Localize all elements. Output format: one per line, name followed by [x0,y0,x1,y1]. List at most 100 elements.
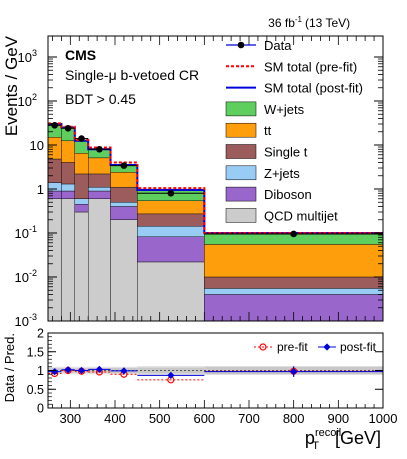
legend: Data SM total (pre-fit) SM total (post-fit… [225,38,363,223]
data-point-6 [290,230,297,238]
bar-diboson-bin-2 [74,204,89,213]
ratio-y-tick-label-3: 1.5 [27,345,44,359]
bar-diboson-bin-0 [48,190,62,199]
data-point-0 [51,122,58,129]
cut-label: BDT > 0.45 [65,91,136,107]
legend-swatch-ttbar [225,122,257,138]
data-point-4 [120,162,128,169]
ratio-legend-postfit-marker [323,343,331,351]
bar-singlet-bin-2 [74,173,89,199]
bar-zjets-bin-5 [137,226,205,237]
ratio-postfit-band-5 [137,367,205,374]
bar-singlet-bin-5 [137,213,205,227]
main-plot-frame [47,35,384,322]
bar-ttbar-bin-4 [110,172,138,188]
main-y-tick-label-6: 103 [18,48,37,65]
bar-qcd-bin-4 [110,219,138,321]
legend-swatch-qcd [225,208,257,223]
ratio-postfit-point-5 [167,371,175,379]
legend-swatch-zjets [225,165,257,181]
main-y-axis-title: Events / GeV [2,35,21,136]
ratio-legend-postfit-label: post-fit [340,340,377,354]
bar-zjets-bin-0 [48,182,62,192]
bar-zjets-bin-2 [74,198,89,205]
ratio-postfit-point-1 [64,366,72,374]
legend-label-wjets: W+jets [264,102,305,117]
bar-zjets-bin-3 [87,186,111,192]
data-point-1 [64,124,72,132]
ratio-x-tick-label-7: 1000 [369,411,398,426]
main-y-tick-label-3: 1 [37,182,44,197]
ratio-legend-prefit-marker [259,343,267,351]
ratio-x-tick-label-0: 300 [59,411,81,426]
bar-singlet-bin-4 [110,186,138,203]
bar-diboson-bin-1 [61,190,76,199]
bar-zjets-bin-4 [110,202,138,207]
legend-data-marker [237,41,245,49]
cms-label: CMS [65,47,96,63]
bar-qcd-bin-1 [61,198,76,321]
bar-ttbar-bin-3 [87,157,111,175]
data-point-3 [96,145,103,153]
ratio-y-tick-label-1: 0.5 [27,383,44,397]
main-y-tick-label-4: 10 [30,138,44,153]
ratio-x-tick-label-4: 700 [238,411,260,426]
ratio-y-axis-title: Data / Pred. [2,333,17,402]
main-x-ticks [52,36,384,321]
ratio-postfit-point-3 [95,365,103,373]
bar-singlet-bin-6 [204,276,383,289]
ratio-x-tick-label-5: 800 [283,411,305,426]
ratio-x-tick-label-6: 900 [327,411,349,426]
bar-zjets-bin-1 [61,183,76,192]
legend-label-singlet: Single t [264,145,308,160]
x-axis-title: precoil T [GeV] [305,427,381,452]
data-point-2 [78,135,85,142]
ratio-y-tick-label-4: 2 [37,327,44,341]
main-stack-layer [48,123,383,321]
bar-qcd-bin-2 [74,211,89,321]
bar-qcd-bin-3 [87,198,111,321]
legend-swatch-singlet [225,144,257,159]
ratio-x-tick-label-3: 600 [193,411,215,426]
bar-zjets-bin-6 [204,288,383,295]
ratio-x-tick-label-2: 500 [149,411,171,426]
bar-diboson-bin-5 [137,236,205,263]
data-point-5 [167,189,175,197]
legend-label-zjets: Z+jets [264,166,300,181]
ratio-points-layer [48,365,383,384]
ratio-legend: pre-fit post-fit [254,340,377,354]
bar-ttbar-bin-2 [74,153,89,175]
bar-singlet-bin-1 [61,162,76,185]
bar-ttbar-bin-5 [137,200,205,215]
legend-label-ttbar: tt [264,123,272,138]
region-label: Single-μ b-vetoed CR [65,67,199,83]
ratio-x-tick-label-1: 400 [104,411,126,426]
bar-diboson-bin-3 [87,190,111,199]
bar-ttbar-bin-1 [61,140,76,163]
ratio-x-axis: 300 400 500 600 700 800 900 1000 [52,400,397,426]
ratio-postfit-point-6 [290,368,298,376]
ratio-postfit-point-0 [51,368,59,376]
legend-label-diboson: Diboson [264,187,312,202]
bar-ttbar-bin-0 [48,137,62,160]
main-y-tick-label-0: 10-3 [15,312,37,329]
main-y-tick-label-1: 10-2 [15,268,37,285]
ratio-postfit-point-2 [77,366,86,375]
legend-label-prefit: SM total (pre-fit) [264,59,357,74]
bar-ttbar-bin-6 [204,244,383,278]
main-y-axis: 10-3 10-2 10-1 1 10 102 103 [15,48,383,329]
bar-wjets-bin-2 [74,140,89,154]
ratio-postfit-point-4 [120,367,128,375]
main-data-layer [48,122,383,238]
legend-swatch-diboson [225,186,257,202]
bar-qcd-bin-0 [48,198,62,321]
main-y-tick-label-2: 10-1 [15,224,37,241]
bar-qcd-bin-5 [137,261,205,321]
lumi-label: 36 fb-1 [268,15,302,30]
bar-singlet-bin-3 [87,173,111,188]
ratio-y-tick-label-0: 0 [37,402,44,416]
legend-swatch-wjets [225,101,257,117]
legend-label-qcd: QCD multijet [264,208,338,223]
bar-diboson-bin-4 [110,206,138,220]
